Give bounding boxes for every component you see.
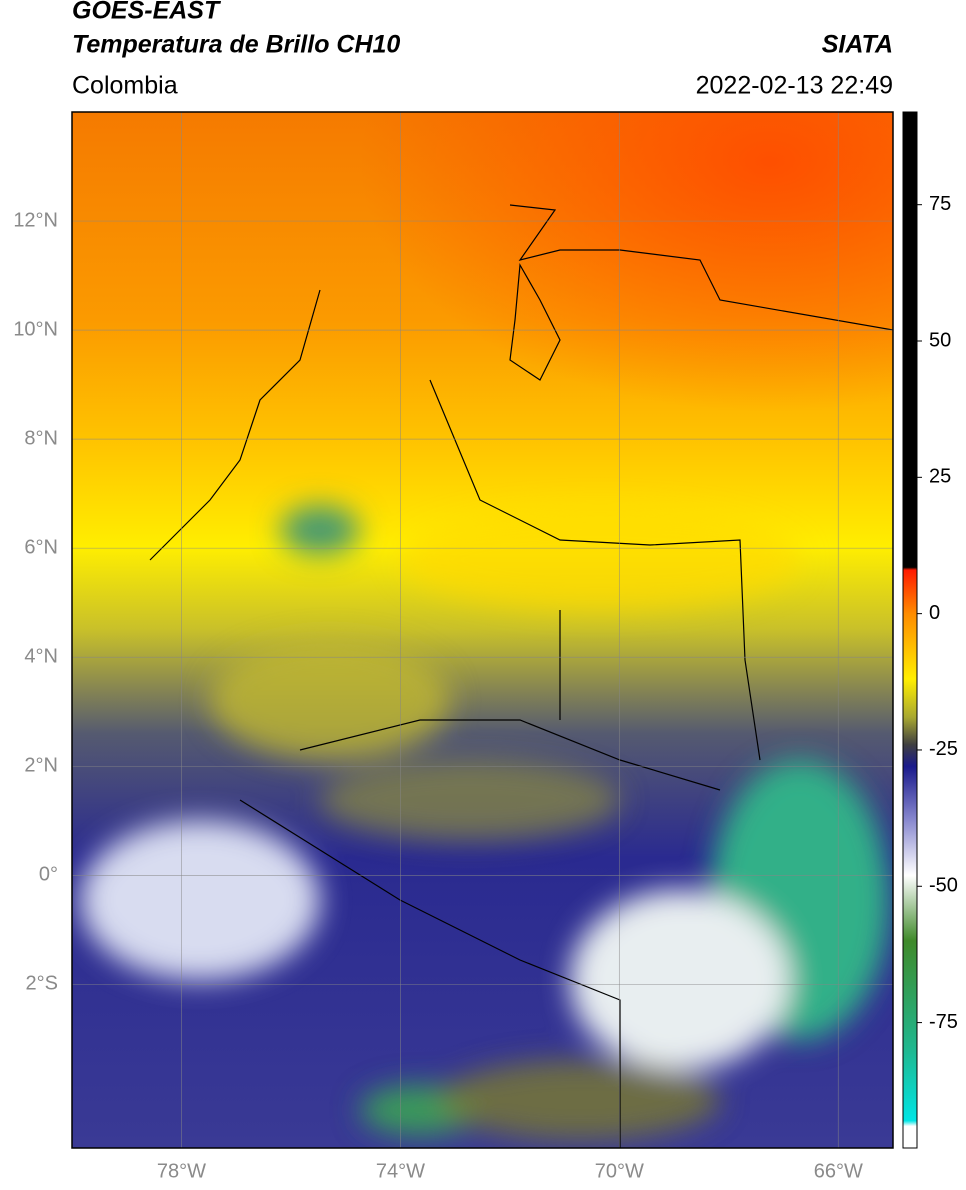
y-tick-label: 2°N [24, 755, 58, 777]
x-tick-label: 70°W [595, 1160, 644, 1182]
y-tick-label: 2°S [26, 973, 58, 995]
colorbar-tick-label: -50 [929, 875, 958, 897]
y-tick-label: 10°N [13, 318, 58, 340]
colorbar-tick-label: 0 [929, 602, 940, 624]
subtitle: Temperatura de Brillo CH10 [72, 31, 400, 59]
colorbar-tick-label: 25 [929, 466, 951, 488]
y-tick-label: 0° [39, 864, 58, 886]
colorbar-tick-label: 75 [929, 193, 951, 215]
agency: SIATA [822, 31, 893, 59]
colorbar [902, 111, 918, 1149]
map-frame [71, 111, 894, 1149]
y-tick-label: 4°N [24, 646, 58, 668]
x-tick-label: 66°W [814, 1160, 863, 1182]
satellite-image [72, 112, 893, 1148]
y-tick-label: 12°N [13, 209, 58, 231]
y-tick-label: 6°N [24, 536, 58, 558]
x-tick-label: 78°W [157, 1160, 206, 1182]
timestamp: 2022-02-13 22:49 [696, 72, 893, 100]
colorbar-tick-label: 50 [929, 329, 951, 351]
title: GOES-EAST [72, 0, 222, 25]
colorbar-tick-label: -25 [929, 738, 958, 760]
x-tick-label: 74°W [376, 1160, 425, 1182]
region: Colombia [72, 72, 178, 100]
y-tick-label: 8°N [24, 427, 58, 449]
colorbar-tick-label: -75 [929, 1011, 958, 1033]
